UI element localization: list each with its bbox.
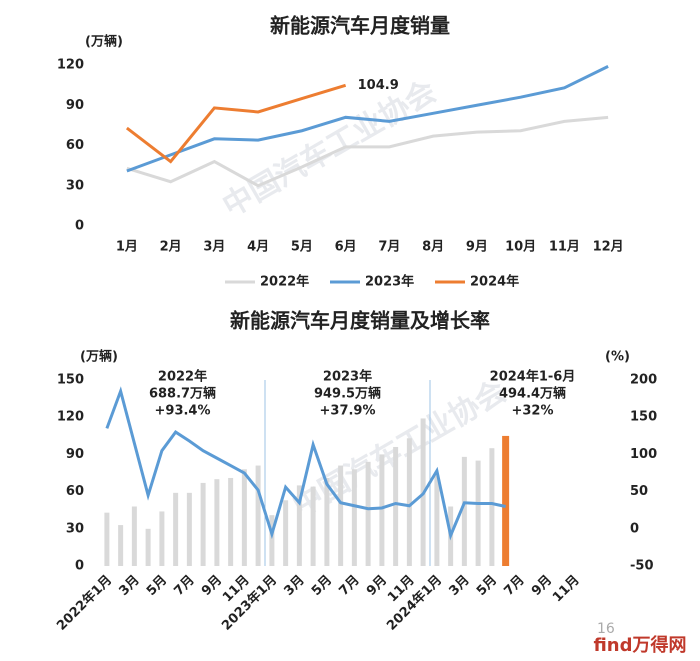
annotation: 2022年 (158, 369, 207, 385)
y-tick-label: 60 (66, 484, 84, 499)
x-tick-label: 5月 (474, 573, 500, 599)
bar (200, 482, 206, 566)
bar (296, 485, 302, 566)
bar (104, 512, 110, 566)
bar (255, 465, 261, 566)
bar (214, 479, 220, 566)
x-tick-label: 10月 (505, 240, 536, 255)
bar (379, 454, 385, 566)
y2-tick-label: 0 (630, 521, 639, 536)
y-axis-label: (万辆) (85, 34, 123, 50)
bar (283, 500, 289, 566)
annotation: 494.4万辆 (499, 386, 566, 402)
data-label: 104.9 (358, 78, 399, 93)
x-tick-label: 7月 (336, 573, 362, 599)
x-tick-label: 1月 (116, 240, 138, 255)
series-line (126, 115, 609, 188)
bar (241, 469, 247, 566)
bar (186, 492, 192, 566)
x-tick-label: 8月 (422, 240, 444, 255)
logo: find万得网 (593, 634, 686, 656)
bar (351, 469, 357, 566)
x-tick-label: 11月 (549, 240, 580, 255)
annotation: +32% (511, 404, 553, 419)
bar (461, 456, 467, 566)
x-tick-label: 2022年1月 (53, 572, 115, 634)
bar (393, 446, 399, 566)
bar (269, 515, 275, 566)
annotation: +93.4% (155, 404, 211, 419)
y-tick-label: 90 (66, 447, 84, 462)
bar (434, 475, 440, 566)
y2-tick-label: 100 (630, 447, 657, 462)
legend-label: 2023年 (365, 274, 414, 290)
y-tick-label: 120 (57, 410, 84, 425)
x-tick-label: 11月 (550, 573, 583, 606)
y-tick-label: 90 (66, 98, 84, 113)
y-tick-label: 120 (57, 58, 84, 73)
x-tick-label: 5月 (291, 240, 313, 255)
y2-tick-label: -50 (630, 559, 654, 574)
legend-label: 2024年 (470, 274, 519, 290)
annotation: 2023年 (323, 369, 372, 385)
bar (118, 525, 124, 566)
bar (475, 460, 481, 566)
y-tick-label: 150 (57, 373, 84, 388)
y-tick-label: 0 (75, 219, 84, 234)
bar (365, 461, 371, 566)
y2-tick-label: 200 (630, 373, 657, 388)
x-tick-label: 12月 (593, 240, 624, 255)
bar (145, 528, 151, 566)
y2-tick-label: 50 (630, 484, 648, 499)
bar (159, 511, 165, 566)
x-tick-label: 4月 (247, 240, 269, 255)
series-line (126, 64, 609, 173)
annotation: 949.5万辆 (314, 386, 381, 402)
chart-title: 新能源汽车月度销量 (270, 14, 450, 38)
bar (502, 435, 510, 566)
y-axis-label: (万辆) (80, 349, 118, 365)
x-tick-label: 5月 (309, 573, 335, 599)
y-tick-label: 30 (66, 521, 84, 536)
annotation: +37.9% (320, 404, 376, 419)
bar (310, 486, 316, 566)
bar (228, 477, 234, 566)
y-tick-label: 60 (66, 138, 84, 153)
bar (489, 448, 495, 566)
bar (406, 438, 412, 566)
x-tick-label: 9月 (466, 240, 488, 255)
annotation: 688.7万辆 (149, 386, 216, 402)
annotation: 2024年1-6月 (490, 369, 576, 385)
bar (338, 465, 344, 566)
bar (173, 492, 179, 566)
y-tick-label: 0 (75, 559, 84, 574)
series-line (105, 386, 506, 541)
x-tick-label: 2月 (160, 240, 182, 255)
x-tick-label: 6月 (335, 240, 357, 255)
x-tick-label: 7月 (171, 573, 197, 599)
x-tick-label: 3月 (203, 240, 225, 255)
x-tick-label: 3月 (116, 573, 142, 599)
x-tick-label: 7月 (378, 240, 400, 255)
x-tick-label: 7月 (501, 573, 527, 599)
y2-tick-label: 150 (630, 410, 657, 425)
series-line (125, 83, 347, 164)
watermark: 中国汽车工业协会 (217, 74, 442, 224)
x-tick-label: 5月 (144, 573, 170, 599)
y-tick-label: 30 (66, 178, 84, 193)
bar (131, 506, 137, 566)
bar (324, 477, 330, 566)
x-tick-label: 3月 (281, 573, 307, 599)
page-number: 16 (597, 621, 615, 637)
legend-label: 2022年 (260, 274, 309, 290)
y2-axis-label: (%) (605, 350, 630, 365)
chart-title: 新能源汽车月度销量及增长率 (230, 309, 490, 333)
x-tick-label: 3月 (446, 573, 472, 599)
